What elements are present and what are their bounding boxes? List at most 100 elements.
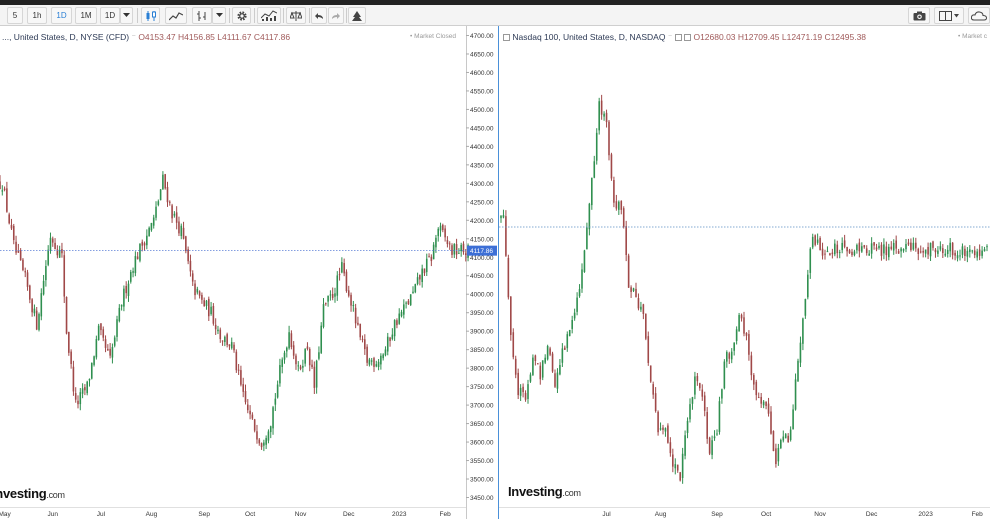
candle-body bbox=[419, 275, 421, 280]
symbol-collapse-icon[interactable] bbox=[503, 34, 510, 41]
candle-body bbox=[290, 333, 293, 348]
candle-body bbox=[157, 201, 160, 205]
screenshot-button[interactable] bbox=[908, 7, 930, 24]
candle-body bbox=[194, 283, 196, 296]
candle-body bbox=[910, 242, 912, 251]
candle-body bbox=[180, 225, 183, 237]
price-tick-label: 4450.00 bbox=[470, 125, 494, 132]
candle-body bbox=[711, 440, 713, 455]
candle-body bbox=[878, 245, 880, 249]
candle-body bbox=[809, 248, 812, 273]
legend-settings-icon[interactable] bbox=[674, 34, 682, 41]
candle-body bbox=[831, 252, 834, 255]
legend-collapse-icon[interactable]: ⁻ bbox=[667, 32, 673, 42]
legend-right: Nasdaq 100, United States, D, NASDAQ ⁻ O… bbox=[503, 32, 866, 43]
compare-button[interactable] bbox=[286, 7, 306, 24]
candle-body bbox=[897, 251, 900, 254]
candle-body bbox=[306, 346, 309, 349]
line-style-button[interactable] bbox=[165, 7, 187, 24]
indicators-icon bbox=[261, 10, 277, 21]
redo-icon bbox=[332, 12, 340, 19]
cloud-save-button[interactable] bbox=[968, 7, 990, 24]
interval-button-1m[interactable]: 1M bbox=[75, 7, 97, 24]
candle-body bbox=[573, 312, 576, 319]
bar-style-button[interactable] bbox=[192, 7, 212, 24]
candle-body bbox=[409, 294, 412, 305]
candle-body bbox=[40, 293, 43, 317]
candle-body bbox=[546, 346, 549, 360]
candle-body bbox=[451, 245, 453, 255]
price-tick-label: 3800.00 bbox=[470, 366, 494, 373]
candle-body bbox=[281, 359, 284, 367]
time-tick-label: Aug bbox=[146, 511, 158, 518]
candle-body bbox=[311, 364, 313, 367]
candle-body bbox=[583, 250, 586, 273]
interval-select-1d[interactable]: 1D bbox=[100, 7, 120, 24]
candle-body bbox=[274, 398, 277, 405]
candle-body bbox=[954, 252, 956, 256]
candle-body bbox=[748, 334, 750, 355]
legend-collapse-icon[interactable]: ⁻ bbox=[131, 32, 136, 42]
toolbar-separator bbox=[137, 8, 138, 23]
cloud-icon bbox=[971, 10, 987, 20]
settings-button[interactable] bbox=[232, 7, 251, 24]
drawing-tool-button[interactable] bbox=[348, 7, 366, 24]
candle-body bbox=[104, 339, 107, 348]
investing-logo-left: Investing.com bbox=[0, 486, 65, 501]
candle-body bbox=[667, 425, 669, 443]
candle-body bbox=[42, 280, 45, 295]
high-value: H4156.85 bbox=[178, 32, 215, 42]
candle-body bbox=[68, 331, 70, 353]
candle-body bbox=[214, 324, 217, 330]
toolbar-separator bbox=[309, 8, 310, 23]
layout-button[interactable] bbox=[934, 7, 964, 24]
legend-close-icon[interactable] bbox=[684, 34, 692, 41]
undo-button[interactable] bbox=[311, 7, 327, 24]
candle-body bbox=[352, 304, 355, 306]
candle-body bbox=[265, 438, 267, 445]
candle-body bbox=[841, 242, 843, 251]
candle-body bbox=[375, 364, 378, 367]
time-tick-label: Nov bbox=[814, 511, 826, 518]
candle-body bbox=[676, 464, 679, 471]
candle-body bbox=[807, 274, 809, 298]
candle-body bbox=[240, 370, 242, 385]
candle-body bbox=[632, 288, 635, 291]
candle-body bbox=[8, 214, 10, 224]
candle-body bbox=[757, 397, 760, 399]
candle-body bbox=[689, 404, 691, 420]
chart-panel-right[interactable]: Jul Aug Sep Oct Nov Dec 2023 Feb Nasdaq 100, Un… bbox=[498, 26, 990, 519]
candle-body bbox=[571, 319, 573, 329]
price-tick-label: 3850.00 bbox=[470, 347, 494, 354]
candle-body bbox=[279, 365, 281, 384]
candle-body bbox=[12, 225, 15, 241]
candle-body bbox=[880, 244, 883, 256]
candle-body bbox=[615, 201, 618, 209]
chart-panel-left[interactable]: 3450.00 3500.00 3550.00 3600.00 3650.00 3700.… bbox=[0, 26, 498, 519]
candle-body bbox=[777, 447, 780, 462]
interval-button-5[interactable]: 5 bbox=[7, 7, 23, 24]
price-chart-right[interactable]: Jul Aug Sep Oct Nov Dec 2023 Feb bbox=[499, 26, 990, 519]
candle-body bbox=[464, 253, 467, 255]
interval-dropdown-button[interactable] bbox=[120, 7, 133, 24]
interval-button-1d[interactable]: 1D bbox=[51, 7, 72, 24]
candle-body bbox=[437, 228, 440, 237]
candle-body bbox=[224, 336, 226, 343]
candle-body bbox=[35, 310, 38, 330]
candle-body bbox=[217, 329, 219, 332]
redo-button[interactable] bbox=[328, 7, 344, 24]
price-chart-left[interactable]: 3450.00 3500.00 3550.00 3600.00 3650.00 3700.… bbox=[0, 26, 498, 519]
candle-body bbox=[743, 317, 745, 334]
candle-body bbox=[664, 428, 667, 432]
chart-style-dropdown-button[interactable] bbox=[212, 7, 226, 24]
candle-body bbox=[256, 431, 258, 440]
candlestick-style-button[interactable] bbox=[141, 7, 160, 24]
candle-body bbox=[627, 255, 630, 288]
candle-body bbox=[453, 243, 456, 255]
interval-button-1h[interactable]: 1h bbox=[27, 7, 47, 24]
indicators-button[interactable] bbox=[257, 7, 281, 24]
candle-body bbox=[551, 353, 554, 372]
candle-body bbox=[164, 174, 166, 189]
candle-body bbox=[56, 249, 59, 256]
candle-body bbox=[155, 206, 157, 218]
